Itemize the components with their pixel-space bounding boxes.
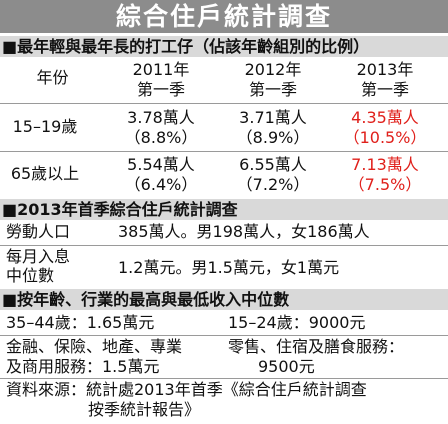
item: 零售、住宿及膳食服務：: [228, 337, 405, 356]
cell-share: （8.8%）: [124, 128, 198, 147]
cell-count: 6.55萬人: [239, 155, 307, 174]
section-heading: ■按年齡、行業的最高與最低收入中位數: [0, 289, 448, 310]
cell-share: （10.5%）: [343, 128, 427, 147]
section-heading: ■最年輕與最年長的打工仔（佔該年齡組別的比例）: [0, 36, 448, 57]
cell-count: 3.78萬人: [127, 108, 195, 127]
cell-share: （8.9%）: [236, 128, 310, 147]
column-header: 2012年: [244, 60, 302, 79]
source: 按季統計報告》: [88, 400, 201, 419]
cell-count: 3.71萬人: [239, 108, 307, 127]
column-header: 2011年: [132, 60, 190, 79]
item: 9500元: [258, 357, 315, 376]
row-label: 15–19歲: [12, 117, 78, 136]
column-header: 第一季: [360, 80, 409, 99]
cell-count: 7.13萬人: [351, 155, 419, 174]
source: 資料來源：統計處2013年首季《綜合住戶統計調查: [6, 380, 367, 399]
row-label: 勞動人口: [6, 222, 71, 241]
row-label: 每月入息: [6, 247, 71, 266]
section-heading: ■2013年首季綜合住戶統計調查: [0, 199, 448, 220]
row-text: 1.2萬元。男1.5萬元，女1萬元: [118, 258, 340, 277]
item: 35–44歲：1.65萬元: [6, 313, 155, 332]
row-rule: [0, 378, 448, 379]
cell-share: （7.2%）: [236, 175, 310, 194]
row-label: 中位數: [6, 266, 55, 285]
row-text: 385萬人。男198萬人，女186萬人: [118, 222, 370, 241]
item: 15–24歲：9000元: [228, 313, 366, 332]
row-rule: [0, 245, 448, 246]
column-header: 年份: [36, 68, 69, 87]
title: 綜合住戶統計調查: [115, 2, 332, 31]
column-header: 第一季: [136, 80, 185, 99]
row-rule: [0, 335, 448, 336]
item: 及商用服務：1.5萬元: [6, 357, 160, 376]
column-header: 2013年: [356, 60, 414, 79]
row-rule: [0, 103, 448, 104]
row-rule: [0, 151, 448, 152]
column-header: 第一季: [248, 80, 297, 99]
cell-count: 5.54萬人: [127, 155, 195, 174]
cell-share: （6.4%）: [124, 175, 198, 194]
cell-share: （7.5%）: [348, 175, 422, 194]
cell-count: 4.35萬人: [351, 108, 419, 127]
item: 金融、保險、地產、專業: [6, 337, 183, 356]
title-bar: [0, 0, 448, 33]
row-label: 65歲以上: [10, 164, 80, 183]
